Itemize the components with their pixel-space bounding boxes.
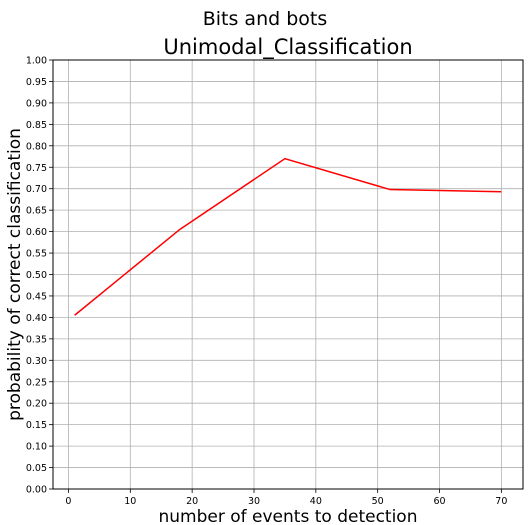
y-tick-label: 0.20 (26, 399, 47, 410)
x-axis-label: number of events to detection (159, 507, 418, 525)
y-tick-label: 0.40 (26, 313, 47, 324)
x-tick-label: 10 (124, 496, 136, 507)
y-tick-label: 0.25 (26, 377, 47, 388)
y-tick-label: 0.30 (26, 356, 47, 367)
x-tick-label: 60 (433, 496, 445, 507)
y-tick-label: 0.70 (26, 184, 47, 195)
x-tick-label: 40 (310, 496, 322, 507)
y-tick-label: 0.45 (26, 291, 47, 302)
y-tick-label: 0.35 (26, 334, 47, 345)
y-tick-label: 1.00 (26, 56, 47, 67)
y-axis-label: probability of correct classification (5, 128, 25, 421)
y-tick-label: 0.75 (26, 163, 47, 174)
axis-ticks: 0 10 20 30 40 50 60 70 0.00 0.05 0.10 0.15 0.20 0.25 0… (26, 56, 508, 508)
y-tick-label: 0.10 (26, 442, 47, 453)
y-tick-label: 0.90 (26, 98, 47, 109)
x-tick-label: 70 (495, 496, 507, 507)
y-tick-label: 0.60 (26, 227, 47, 238)
y-tick-label: 0.80 (26, 141, 47, 152)
y-tick-label: 0.85 (26, 120, 47, 131)
y-tick-label: 0.65 (26, 206, 47, 217)
x-tick-label: 0 (65, 496, 71, 507)
y-tick-label: 0.05 (26, 463, 47, 474)
series-line (74, 157, 502, 316)
chart-suptitle: Bits and bots (203, 8, 328, 30)
data-series (74, 157, 502, 316)
x-tick-label: 30 (248, 496, 260, 507)
y-tick-label: 0.00 (26, 485, 47, 496)
y-tick-label: 0.50 (26, 270, 47, 281)
y-tick-label: 0.95 (26, 77, 47, 88)
chart-title: Unimodal_Classification (163, 35, 412, 60)
x-tick-label: 50 (372, 496, 384, 507)
y-tick-label: 0.15 (26, 420, 47, 431)
y-tick-label: 0.55 (26, 249, 47, 260)
x-tick-label: 20 (186, 496, 198, 507)
